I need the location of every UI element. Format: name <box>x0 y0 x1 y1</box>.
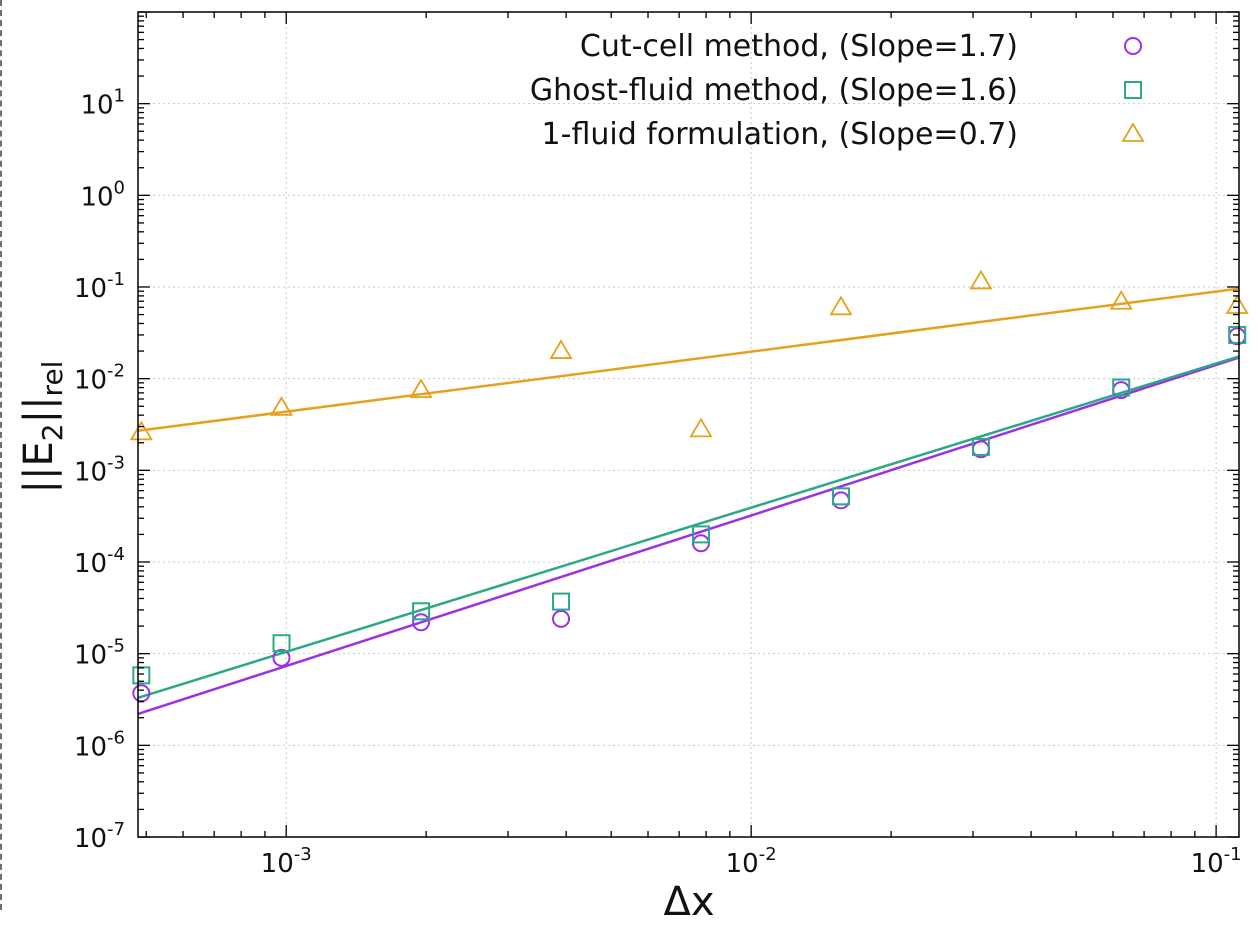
data-point-series-2 <box>689 417 713 438</box>
y-tick-label-exp: 0 <box>114 177 125 198</box>
y-tick-label-base: 10 <box>74 641 107 671</box>
fit-line-series-2 <box>138 287 1239 433</box>
data-point-series-2 <box>129 420 153 441</box>
data-point-series-1 <box>1112 378 1131 397</box>
data-point-series-2 <box>969 269 993 290</box>
x-tick-label-exp: -1 <box>1224 844 1242 865</box>
legend-marker-series-0 <box>1124 37 1142 55</box>
y-tick-label-exp: -6 <box>107 727 125 748</box>
tick-labels: 10-3 10-2 10-110-710-610-510-410-310-210-1… <box>74 86 1242 879</box>
data-point-series-0 <box>552 609 571 628</box>
x-tick-label-base: 10 <box>726 849 759 879</box>
data-point-series-2 <box>829 295 853 316</box>
y-tick-label: 101 <box>80 86 125 121</box>
data-point-series-2 <box>269 396 294 416</box>
y-tick-label-base: 10 <box>74 549 107 579</box>
y-tick-label: 10-5 <box>74 636 125 671</box>
data-point-series-1 <box>971 437 990 456</box>
y-axis-label-sub1: 2 <box>36 423 69 441</box>
y-tick-label: 10-4 <box>74 544 125 579</box>
y-tick-label-base: 10 <box>74 366 107 396</box>
y-axis-label: ||E2||rel <box>16 361 69 494</box>
y-tick-label-exp: -3 <box>107 452 125 473</box>
x-tick-label: 10-1 <box>1191 844 1242 879</box>
data-markers <box>129 269 1249 703</box>
plot-frame <box>137 11 1240 838</box>
y-tick-label: 10-7 <box>74 819 125 854</box>
legend: Cut-cell method, (Slope=1.7) Ghost-fluid … <box>530 29 1145 152</box>
y-tick-label-exp: -4 <box>107 544 125 565</box>
y-axis-label-base: ||E <box>16 441 62 493</box>
data-point-series-2 <box>1225 294 1249 314</box>
y-tick-label-exp: -1 <box>107 269 125 290</box>
data-point-series-0 <box>412 613 431 632</box>
y-tick-label-exp: -2 <box>107 361 125 382</box>
axis-ticks <box>138 11 1239 838</box>
legend-label-series-1: Ghost-fluid method, (Slope=1.6) <box>530 73 1018 108</box>
x-tick-label: 10-2 <box>726 844 777 879</box>
data-point-series-0 <box>1228 327 1247 346</box>
data-point-series-2 <box>1109 289 1133 310</box>
fit-line-series-0 <box>138 356 1239 716</box>
fit-lines <box>138 287 1239 716</box>
y-tick-label-base: 10 <box>74 274 107 304</box>
data-point-series-0 <box>272 648 291 667</box>
y-axis-label-mid: || <box>16 396 62 423</box>
x-tick-label: 10-3 <box>261 844 312 879</box>
fit-line-series-1 <box>138 355 1239 699</box>
y-tick-label-base: 10 <box>80 182 113 212</box>
x-axis-label: Δx <box>663 879 714 925</box>
y-tick-label-base: 10 <box>74 824 107 854</box>
data-point-series-1 <box>272 634 291 653</box>
data-point-series-0 <box>831 491 850 510</box>
data-point-series-2 <box>409 378 433 399</box>
legend-marker-series-1 <box>1124 81 1142 99</box>
x-tick-label-base: 10 <box>1191 849 1224 879</box>
x-tick-label-exp: -3 <box>294 844 312 865</box>
y-tick-label: 10-3 <box>74 452 125 487</box>
legend-label-series-0: Cut-cell method, (Slope=1.7) <box>580 29 1018 64</box>
data-point-series-1 <box>552 592 571 611</box>
data-point-series-1 <box>691 525 710 544</box>
data-point-series-1 <box>1228 325 1247 344</box>
y-axis-label-sub2: rel <box>36 361 69 397</box>
y-tick-label: 10-6 <box>74 727 125 762</box>
y-tick-label-base: 10 <box>74 732 107 762</box>
page-left-border <box>0 0 2 910</box>
y-tick-label-exp: 1 <box>114 86 125 107</box>
legend-marker-series-2 <box>1121 122 1145 142</box>
y-tick-label: 100 <box>80 177 125 212</box>
data-point-series-1 <box>412 602 431 621</box>
legend-label-series-2: 1-fluid formulation, (Slope=0.7) <box>542 117 1018 152</box>
y-tick-label-base: 10 <box>74 457 107 487</box>
data-point-series-0 <box>132 684 151 703</box>
y-tick-label-exp: -7 <box>107 819 125 840</box>
x-tick-label-base: 10 <box>261 849 294 879</box>
y-tick-label-base: 10 <box>80 91 113 121</box>
y-tick-label-exp: -5 <box>107 636 125 657</box>
data-point-series-1 <box>831 487 850 506</box>
x-tick-label-exp: -2 <box>759 844 777 865</box>
y-tick-label: 10-2 <box>74 361 125 396</box>
data-point-series-2 <box>549 339 573 359</box>
y-tick-label: 10-1 <box>74 269 125 304</box>
